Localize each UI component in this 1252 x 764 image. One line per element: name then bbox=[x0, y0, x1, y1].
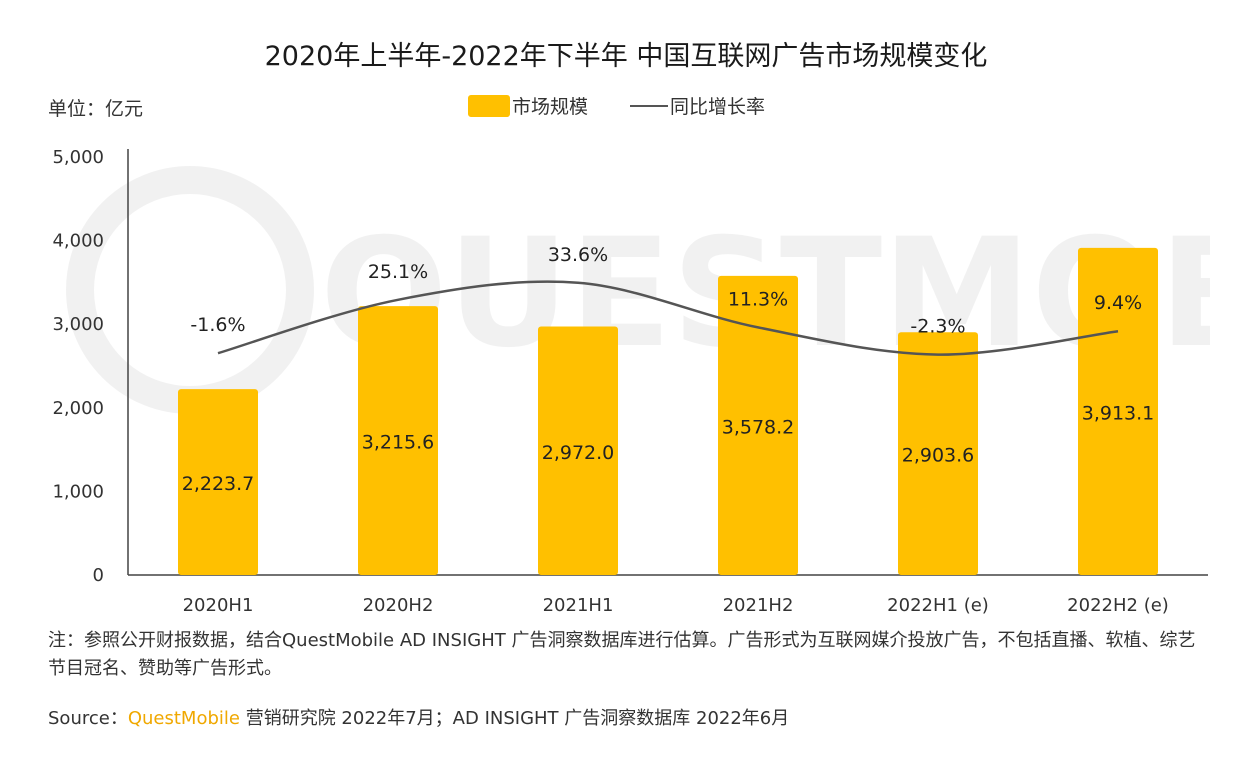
source-prefix: Source： bbox=[48, 708, 128, 729]
chart-title: 2020年上半年-2022年下半年 中国互联网广告市场规模变化 bbox=[264, 41, 988, 72]
bar-value-label: 3,578.2 bbox=[722, 416, 795, 438]
growth-rate-label: 9.4% bbox=[1094, 292, 1142, 314]
y-tick-label: 2,000 bbox=[52, 398, 104, 419]
y-tick-label: 4,000 bbox=[52, 231, 104, 252]
legend-bar-label: 市场规模 bbox=[512, 96, 589, 118]
y-tick-label: 0 bbox=[93, 565, 104, 586]
bar bbox=[718, 275, 798, 575]
growth-rate-label: -1.6% bbox=[190, 314, 245, 336]
source-brand: QuestMobile bbox=[127, 708, 240, 729]
y-tick-label: 3,000 bbox=[52, 314, 104, 335]
bar-value-label: 2,223.7 bbox=[182, 473, 255, 495]
bar bbox=[538, 326, 618, 575]
x-tick-label: 2021H2 bbox=[723, 595, 794, 616]
bar-line-chart: 0 1,000 2,000 3,000 4,000 5,000 2,223.7 3,215.6… bbox=[52, 147, 1208, 616]
legend: 市场规模 同比增长率 bbox=[468, 92, 765, 119]
legend-line-swatch bbox=[630, 104, 669, 107]
bar bbox=[898, 332, 978, 575]
bar bbox=[178, 389, 258, 575]
x-tick-label: 2022H2 (e) bbox=[1067, 595, 1169, 616]
bar-value-label: 2,903.6 bbox=[902, 445, 975, 467]
growth-rate-label: -2.3% bbox=[910, 316, 965, 338]
growth-rate-label: 33.6% bbox=[548, 244, 608, 266]
bar-value-label: 3,913.1 bbox=[1082, 402, 1155, 424]
source-rest: 营销研究院 2022年7月；AD INSIGHT 广告洞察数据库 2022年6月 bbox=[239, 708, 790, 729]
growth-rate-label: 25.1% bbox=[368, 261, 428, 283]
x-tick-label: 2020H2 bbox=[363, 595, 434, 616]
bar-value-label: 3,215.6 bbox=[362, 432, 435, 454]
x-tick-label: 2022H1 (e) bbox=[887, 595, 989, 616]
footnote: 注：参照公开财报数据，结合QuestMobile AD INSIGHT 广告洞察… bbox=[48, 630, 1196, 679]
unit-label: 单位：亿元 bbox=[48, 98, 144, 120]
growth-rate-label: 11.3% bbox=[728, 288, 788, 310]
y-tick-label: 1,000 bbox=[52, 481, 104, 502]
bar bbox=[358, 306, 438, 575]
bar bbox=[1078, 247, 1158, 575]
x-tick-label: 2020H1 bbox=[183, 595, 254, 616]
bar-value-label: 2,972.0 bbox=[542, 442, 615, 464]
legend-bar-swatch bbox=[468, 94, 510, 117]
x-tick-label: 2021H1 bbox=[543, 595, 614, 616]
growth-line bbox=[217, 280, 1119, 356]
y-tick-label: 5,000 bbox=[52, 147, 104, 168]
legend-line-label: 同比增长率 bbox=[670, 96, 766, 118]
source-line: Source：QuestMobile 营销研究院 2022年7月；AD INSI… bbox=[48, 704, 789, 730]
